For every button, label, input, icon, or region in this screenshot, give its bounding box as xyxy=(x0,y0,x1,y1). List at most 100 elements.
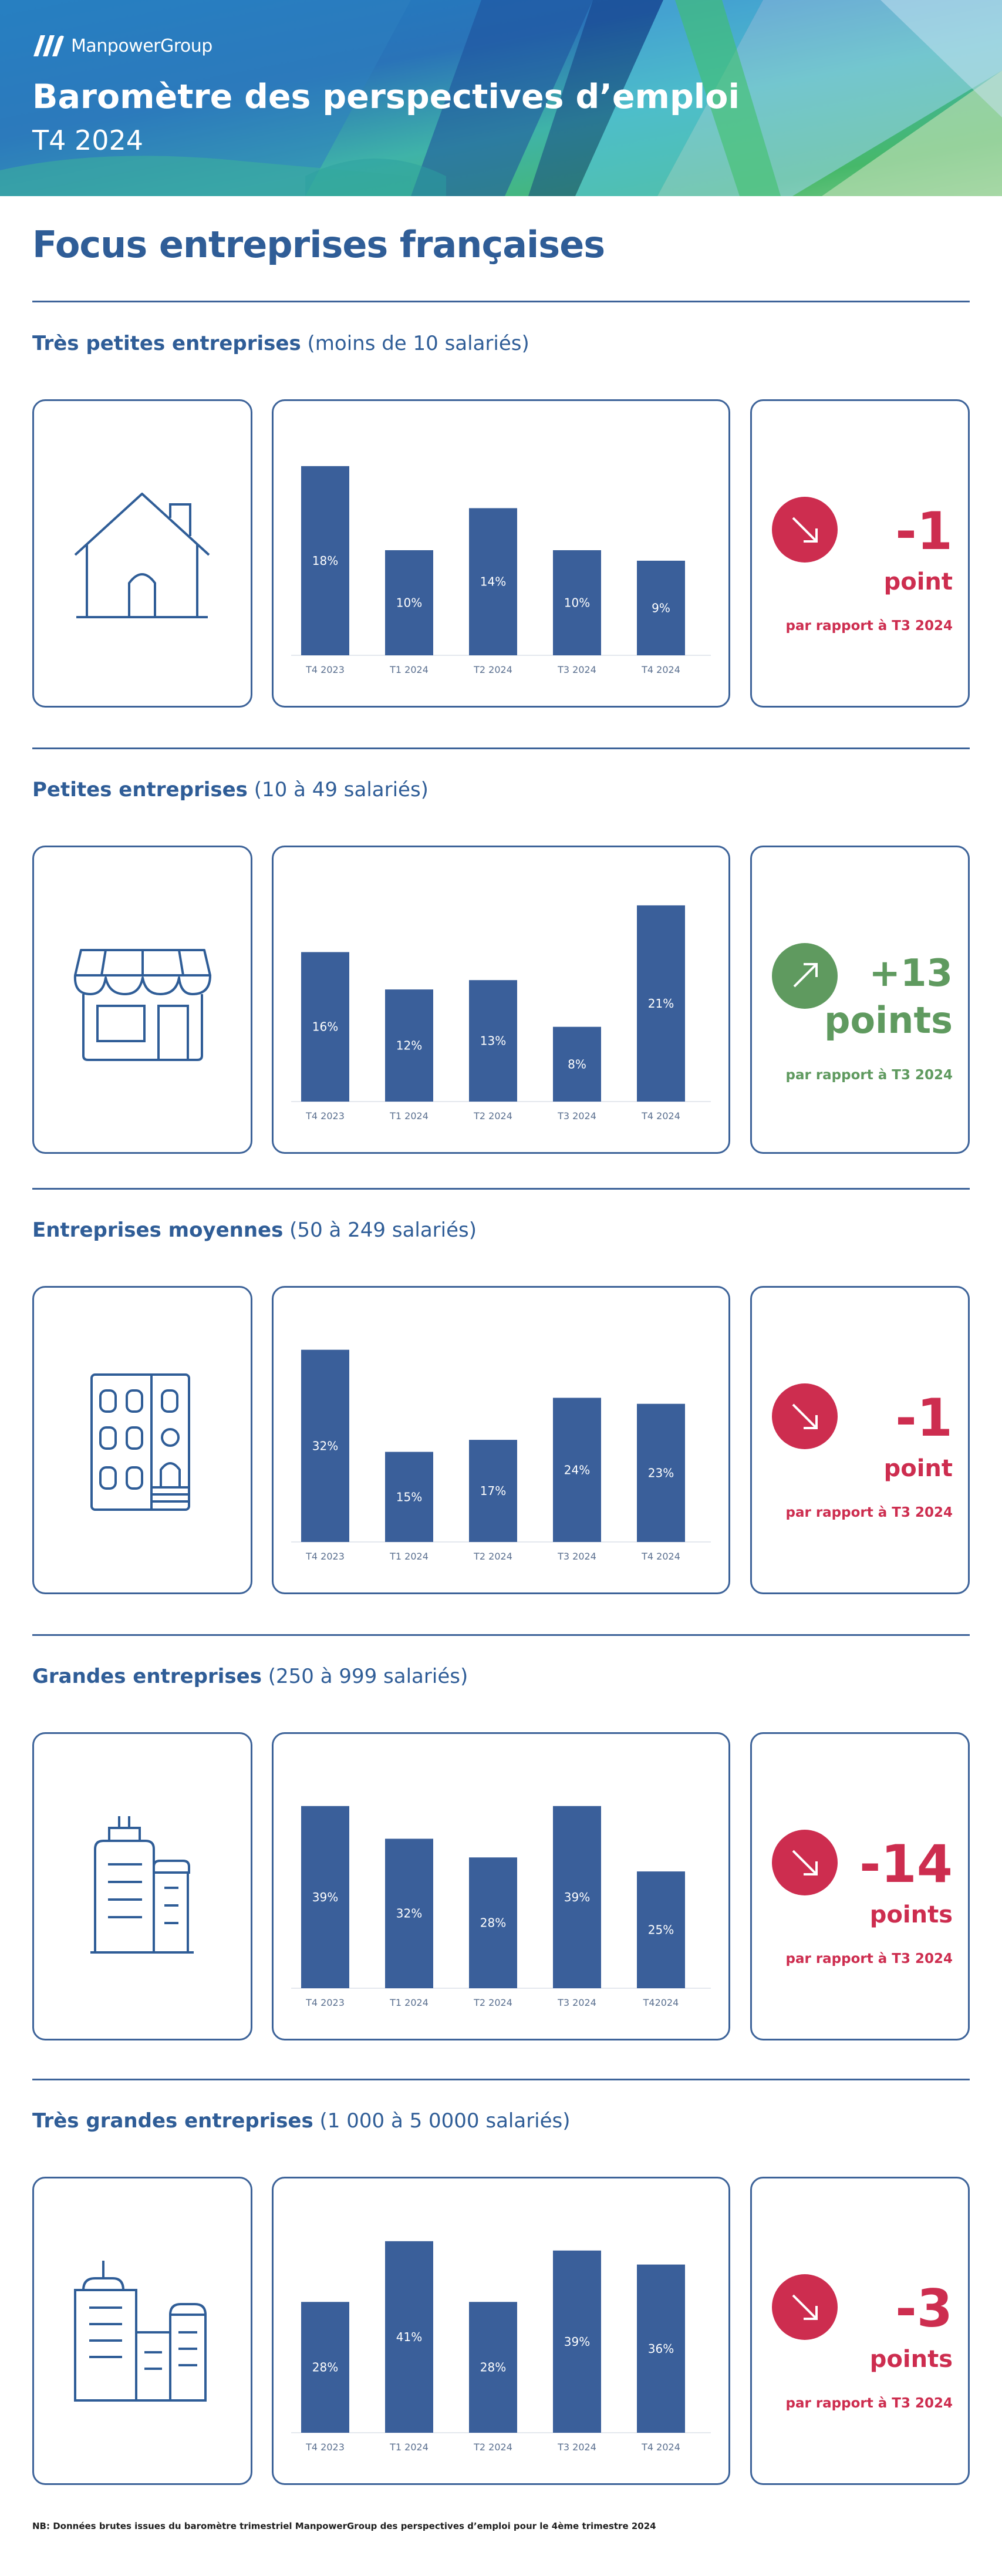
trend-badge xyxy=(772,2274,838,2340)
divider xyxy=(32,1188,970,1190)
bar xyxy=(385,1452,433,1542)
bar-chart: 18% T4 2023 10% T1 2024 14% T2 2024 10% T3 2024… xyxy=(291,466,711,675)
data-label: 41% xyxy=(396,2330,422,2344)
bar-chart: 28% T4 2023 41% T1 2024 28% T2 2024 39% T3 2024… xyxy=(291,2241,711,2453)
bar xyxy=(469,1857,517,1988)
data-label: 13% xyxy=(480,1034,506,1048)
page-title: Baromètre des perspectives d’emploi xyxy=(32,78,740,116)
bar-chart-card: 28% T4 2023 41% T1 2024 28% T2 2024 39% T3 2024… xyxy=(272,2177,730,2485)
arrow-down-right-icon xyxy=(792,1850,818,1875)
bar-chart-card: 18% T4 2023 10% T1 2024 14% T2 2024 10% T3 2024… xyxy=(272,399,730,708)
change-reference: par rapport à T3 2024 xyxy=(785,1951,953,1966)
x-tick-label: T4 2023 xyxy=(305,1110,345,1122)
bar xyxy=(553,1806,601,1988)
divider xyxy=(32,2079,970,2080)
data-label: 28% xyxy=(480,2361,506,2375)
bar-chart-card: 32% T4 2023 15% T1 2024 17% T2 2024 24% T3 2024… xyxy=(272,1286,730,1594)
header-banner: ManpowerGroup Baromètre des perspectives… xyxy=(0,0,1002,196)
x-tick-label: T2 2024 xyxy=(473,1997,512,2008)
x-tick-label: T4 2024 xyxy=(641,664,680,675)
house-icon xyxy=(74,493,210,618)
footnote: NB: Données brutes issues du baromètre t… xyxy=(32,2521,656,2531)
x-tick-label: T3 2024 xyxy=(557,1110,596,1122)
change-unit: points xyxy=(824,999,953,1042)
data-label: 28% xyxy=(480,1916,506,1930)
bar-chart: 32% T4 2023 15% T1 2024 17% T2 2024 24% T3 2024… xyxy=(291,1349,711,1562)
change-unit: points xyxy=(869,1901,953,1928)
shop-icon xyxy=(73,949,211,1061)
bar xyxy=(637,2264,685,2433)
bar xyxy=(301,1806,349,1988)
data-label: 15% xyxy=(396,1490,422,1504)
change-value: +13 xyxy=(869,952,953,995)
divider xyxy=(32,301,970,302)
bar xyxy=(385,2241,433,2433)
icon-card xyxy=(32,1732,252,2040)
change-card: -1 point par rapport à T3 2024 xyxy=(750,399,970,708)
bar xyxy=(385,1838,433,1988)
bar-chart: 16% T4 2023 12% T1 2024 13% T2 2024 8% T3 2024 2… xyxy=(291,905,711,1122)
bar xyxy=(469,2302,517,2433)
change-reference: par rapport à T3 2024 xyxy=(785,2396,953,2411)
bar xyxy=(301,1349,349,1542)
divider xyxy=(32,1634,970,1636)
arrow-down-right-icon xyxy=(792,517,818,543)
data-label: 10% xyxy=(396,596,422,610)
x-tick-label: T4 2024 xyxy=(641,1551,680,1562)
section-title-rest: (10 à 49 salariés) xyxy=(247,778,429,802)
section-title-strong: Grandes entreprises xyxy=(32,1665,262,1688)
x-tick-label: T3 2024 xyxy=(557,1551,596,1562)
trend-badge xyxy=(772,1383,838,1449)
x-tick-label: T1 2024 xyxy=(389,664,429,675)
trend-badge xyxy=(772,943,838,1009)
change-value: -14 xyxy=(859,1834,953,1894)
data-label: 21% xyxy=(648,996,674,1011)
data-label: 24% xyxy=(564,1463,590,1477)
x-tick-label: T1 2024 xyxy=(389,1110,429,1122)
bar xyxy=(301,952,349,1102)
icon-card xyxy=(32,2177,252,2485)
x-tick-label: T1 2024 xyxy=(389,2442,429,2453)
bar xyxy=(385,550,433,655)
bar xyxy=(637,560,685,655)
x-tick-label: T2 2024 xyxy=(473,664,512,675)
x-tick-label: T4 2023 xyxy=(305,2442,345,2453)
x-tick-label: T2 2024 xyxy=(473,1551,512,1562)
section-em: Entreprises moyennes (50 à 249 salariés)… xyxy=(0,1189,1002,1594)
bar xyxy=(301,466,349,655)
x-tick-label: T4 2023 xyxy=(305,1997,345,2008)
apartment-building-icon xyxy=(90,1373,190,1511)
x-tick-label: T1 2024 xyxy=(389,1551,429,1562)
section-title: Petites entreprises (10 à 49 salariés) xyxy=(32,778,429,802)
bar xyxy=(553,1398,601,1542)
arrow-up-right-icon xyxy=(793,963,818,988)
bar xyxy=(553,1026,601,1102)
section-ge: Grandes entreprises (250 à 999 salariés)… xyxy=(0,1635,1002,2040)
data-label: 25% xyxy=(648,1923,674,1937)
icon-card xyxy=(32,846,252,1154)
bar xyxy=(469,508,517,655)
x-tick-label: T4 2023 xyxy=(305,1551,345,1562)
section-title: Très petites entreprises (moins de 10 sa… xyxy=(32,332,529,355)
bar xyxy=(637,1403,685,1542)
data-label: 16% xyxy=(312,1020,338,1034)
arrow-down-right-icon xyxy=(792,1403,818,1429)
bar-chart-card: 39% T4 2023 32% T1 2024 28% T2 2024 39% T3 2024… xyxy=(272,1732,730,2040)
section-tge: Très grandes entreprises (1 000 à 5 0000… xyxy=(0,2080,1002,2485)
data-label: 23% xyxy=(648,1466,674,1480)
section-title-strong: Entreprises moyennes xyxy=(32,1218,284,1242)
section-title-rest: (moins de 10 salariés) xyxy=(301,332,529,355)
data-label: 9% xyxy=(652,601,670,615)
page-subtitle: T4 2024 xyxy=(32,124,144,156)
change-card: -1 point par rapport à T3 2024 xyxy=(750,1286,970,1594)
change-reference: par rapport à T3 2024 xyxy=(785,1068,953,1083)
data-label: 39% xyxy=(564,1890,590,1904)
change-value: -1 xyxy=(895,501,953,561)
data-label: 39% xyxy=(564,2335,590,2349)
x-tick-label: T4 2023 xyxy=(305,664,345,675)
data-label: 32% xyxy=(312,1439,338,1453)
section-title: Très grandes entreprises (1 000 à 5 0000… xyxy=(32,2109,571,2133)
bar xyxy=(553,550,601,655)
section-pe: Petites entreprises (10 à 49 salariés) 1… xyxy=(0,749,1002,1154)
x-tick-label: T1 2024 xyxy=(389,1997,429,2008)
